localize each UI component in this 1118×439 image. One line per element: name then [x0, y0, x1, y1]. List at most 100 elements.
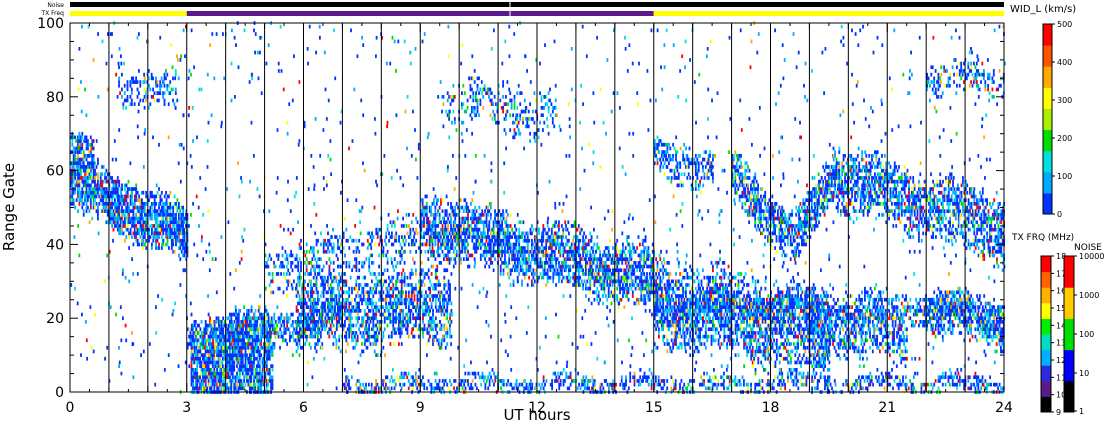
- echo-point: [360, 294, 362, 298]
- echo-point: [421, 283, 423, 287]
- echo-point: [530, 268, 532, 272]
- echo-point: [426, 302, 428, 306]
- echo-point: [450, 257, 452, 261]
- echo-point: [221, 353, 223, 357]
- echo-point: [317, 324, 319, 328]
- echo-point: [429, 246, 431, 250]
- echo-point: [446, 313, 448, 317]
- echo-point: [356, 261, 358, 265]
- echo-point: [443, 339, 445, 343]
- echo-point: [317, 239, 319, 243]
- echo-point: [127, 228, 129, 232]
- echo-point: [319, 268, 321, 272]
- echo-point: [547, 254, 549, 258]
- echo-point: [157, 239, 159, 243]
- echo-point: [418, 313, 420, 317]
- echo-point: [73, 202, 75, 206]
- echo-point: [399, 316, 401, 320]
- echo-point: [231, 342, 233, 346]
- echo-point: [157, 209, 159, 213]
- echo-point: [259, 357, 261, 361]
- echo-point: [103, 180, 105, 184]
- echo-point: [124, 187, 126, 191]
- echo-point: [358, 276, 360, 280]
- echo-point: [361, 261, 363, 265]
- echo-point: [207, 346, 209, 350]
- echo-point: [174, 195, 176, 199]
- echo-point: [392, 291, 394, 295]
- echo-point: [439, 254, 441, 258]
- echo-point: [311, 287, 313, 291]
- echo-point: [262, 372, 264, 376]
- echo-point: [612, 246, 614, 250]
- echo-point: [521, 280, 523, 284]
- echo-point: [407, 276, 409, 280]
- echo-point: [446, 220, 448, 224]
- echo-point: [520, 261, 522, 265]
- echo-point: [399, 313, 401, 317]
- echo-point: [552, 276, 554, 280]
- echo-point: [288, 327, 290, 331]
- echo-point: [191, 346, 193, 350]
- echo-point: [460, 228, 462, 232]
- echo-point: [564, 276, 566, 280]
- echo-point: [282, 246, 284, 250]
- echo-point: [345, 331, 347, 335]
- echo-point: [331, 331, 333, 335]
- echo-point: [622, 294, 624, 298]
- echo-point: [508, 254, 510, 258]
- echo-point: [101, 184, 103, 188]
- echo-point: [338, 320, 340, 324]
- echo-point: [87, 198, 89, 202]
- echo-point: [368, 232, 370, 236]
- echo-point: [269, 372, 271, 376]
- echo-point: [353, 324, 355, 328]
- echo-point: [356, 239, 358, 243]
- echo-point: [452, 239, 454, 243]
- echo-point: [635, 280, 637, 284]
- echo-point: [338, 272, 340, 276]
- echo-point: [286, 287, 288, 291]
- echo-point: [596, 298, 598, 302]
- echo-point: [448, 280, 450, 284]
- echo-point: [121, 187, 123, 191]
- echo-point: [111, 198, 113, 202]
- echo-point: [579, 261, 581, 265]
- echo-point: [81, 206, 83, 210]
- echo-point: [480, 246, 482, 250]
- echo-point: [286, 254, 288, 258]
- echo-point: [506, 217, 508, 221]
- echo-point: [96, 195, 98, 199]
- echo-point: [178, 254, 180, 258]
- echo-point: [121, 184, 123, 188]
- echo-point: [337, 287, 339, 291]
- echo-point: [429, 287, 431, 291]
- echo-point: [517, 276, 519, 280]
- echo-point: [407, 327, 409, 331]
- echo-point: [299, 313, 301, 317]
- echo-point: [79, 180, 81, 184]
- echo-point: [435, 209, 437, 213]
- echo-point: [343, 261, 345, 265]
- echo-point: [486, 261, 488, 265]
- txfreq-bar: [70, 11, 1004, 16]
- echo-point: [493, 224, 495, 228]
- echo-point: [456, 254, 458, 258]
- echo-point: [408, 291, 410, 295]
- echo-point: [476, 243, 478, 247]
- echo-point: [83, 213, 85, 217]
- echo-point: [368, 331, 370, 335]
- echo-point: [300, 261, 302, 265]
- echo-point: [585, 257, 587, 261]
- echo-point: [262, 375, 264, 379]
- echo-point: [164, 195, 166, 199]
- echo-point: [433, 250, 435, 254]
- echo-point: [547, 272, 549, 276]
- echo-point: [232, 313, 234, 317]
- echo-point: [368, 261, 370, 265]
- echo-point: [451, 335, 453, 339]
- echo-point: [324, 327, 326, 331]
- echo-point: [334, 309, 336, 313]
- echo-point: [329, 239, 331, 243]
